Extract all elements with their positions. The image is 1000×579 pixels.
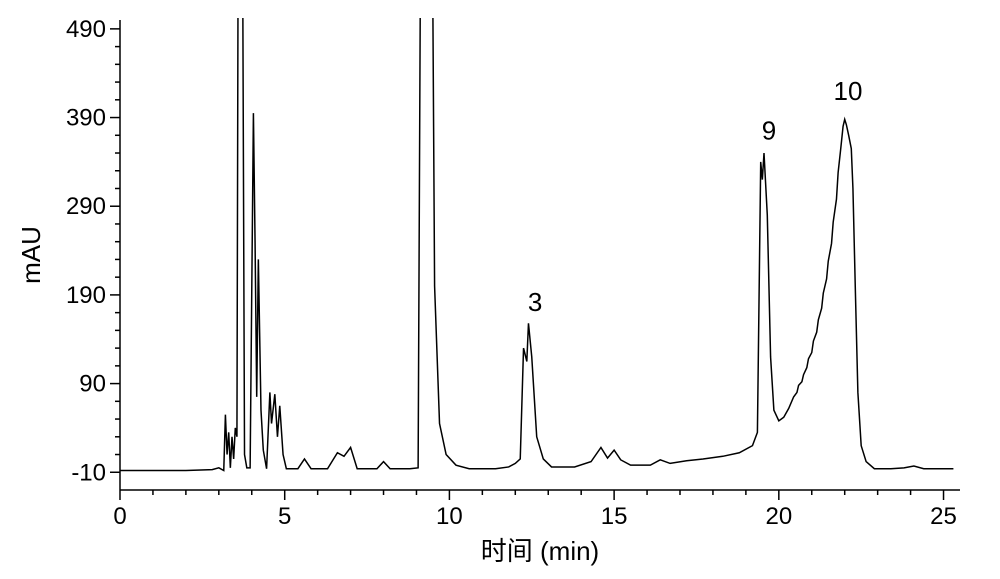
x-axis-label: 时间 (min) xyxy=(481,536,599,566)
x-tick-label: 25 xyxy=(930,503,957,530)
x-tick-label: 0 xyxy=(113,503,126,530)
peak-label: 10 xyxy=(834,76,863,106)
chromatogram-chart: 0 5 10 15 20 25 -10 90 190 290 390 490 时间 (min) mAU 3 9… xyxy=(0,0,1000,579)
y-tick-label: 190 xyxy=(66,282,106,309)
peak-label: 3 xyxy=(528,287,542,317)
y-tick-label: 490 xyxy=(66,16,106,43)
x-tick-label: 5 xyxy=(278,503,291,530)
y-tick-label: 90 xyxy=(79,371,106,398)
y-tick-label: 290 xyxy=(66,193,106,220)
x-tick-label: 20 xyxy=(765,503,792,530)
y-tick-label: 390 xyxy=(66,105,106,132)
y-axis-label: mAU xyxy=(16,226,46,284)
peak-label: 9 xyxy=(762,116,776,146)
y-tick-label: -10 xyxy=(71,459,106,486)
x-tick-label: 15 xyxy=(601,503,628,530)
chart-svg: 0 5 10 15 20 25 -10 90 190 290 390 490 时间 (min) mAU 3 9… xyxy=(0,0,1000,579)
chromatogram-trace xyxy=(120,0,953,470)
x-tick-label: 10 xyxy=(436,503,463,530)
